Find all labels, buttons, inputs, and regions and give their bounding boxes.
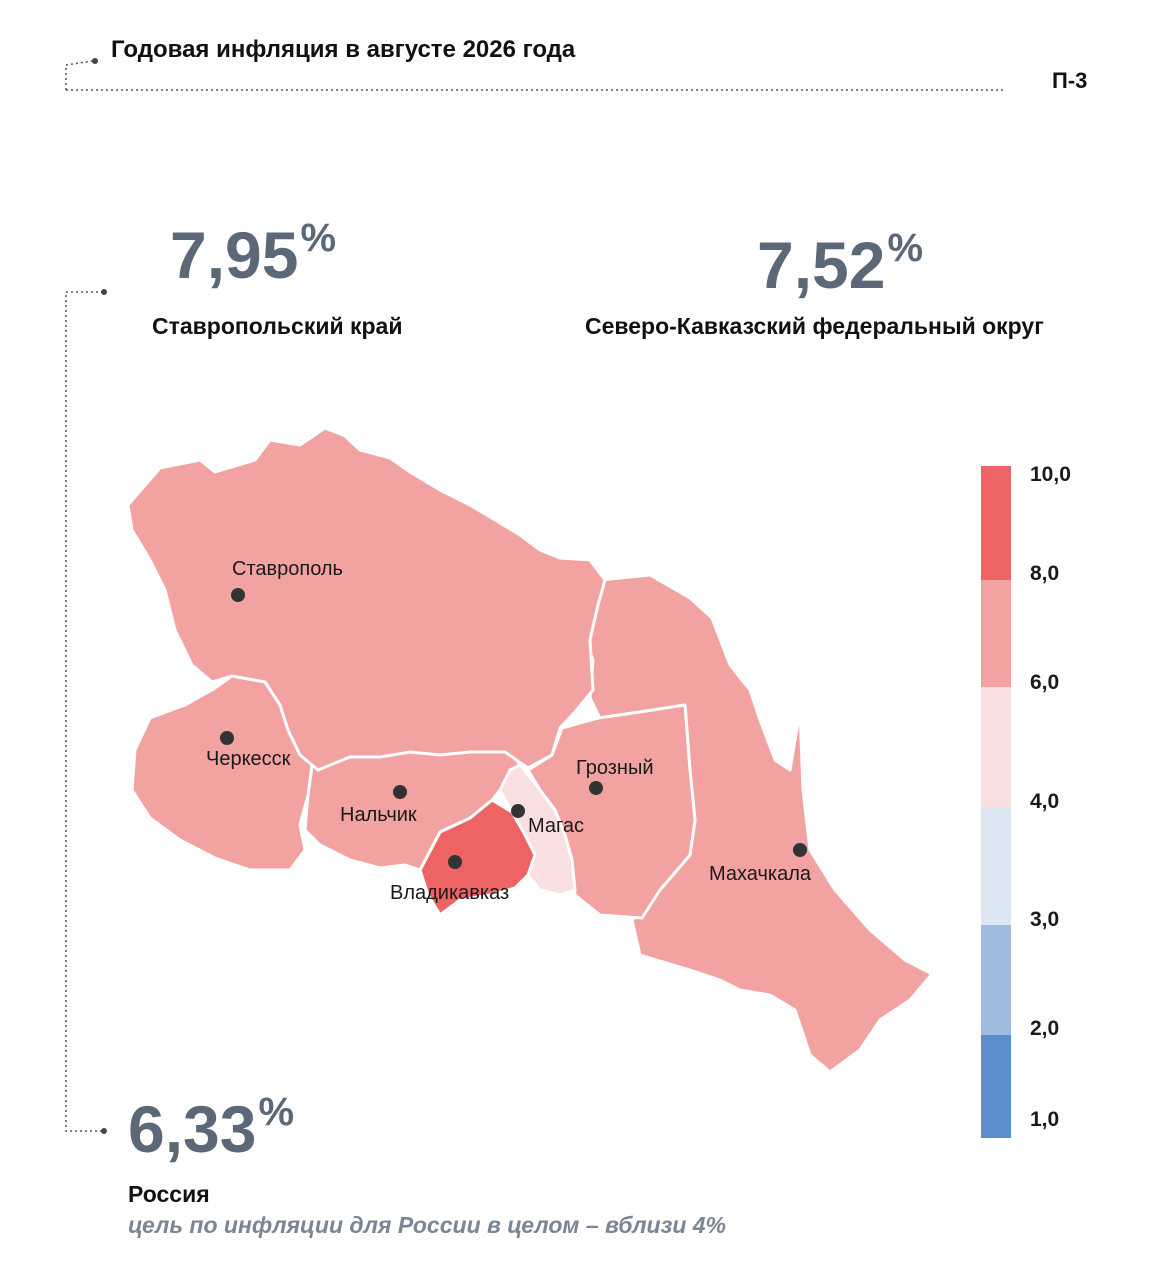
city-vladikavkaz: Владикавказ <box>390 855 509 904</box>
bracket-dot-top <box>101 289 107 295</box>
city-stavropol: Ставрополь <box>231 558 343 602</box>
city-marker-nalchik <box>393 785 407 799</box>
city-marker-vladikavkaz <box>448 855 462 869</box>
russia-label: Россия <box>128 1181 210 1207</box>
city-label-nalchik: Нальчик <box>340 804 417 826</box>
legend-tick-3: 3,0 <box>1030 908 1059 931</box>
legend-tick-6: 6,0 <box>1030 671 1059 694</box>
header-line-dot <box>92 58 98 64</box>
skfo-region-label: Северо-Кавказский федеральный округ <box>585 313 1044 339</box>
legend-tick-10: 10,0 <box>1030 463 1071 486</box>
legend-tick-2: 2,0 <box>1030 1017 1059 1040</box>
city-cherkessk: Черкесск <box>206 731 291 770</box>
stavropol-inflation-value: 7,95% <box>170 216 337 292</box>
bracket-dot-bottom <box>101 1128 107 1134</box>
city-label-vladikavkaz: Владикавказ <box>390 882 509 904</box>
legend-band-1-2 <box>981 1035 1011 1138</box>
stavropol-region-label: Ставропольский край <box>152 313 403 339</box>
header-dotted-line <box>65 60 1006 91</box>
legend-band-8-10 <box>981 466 1011 580</box>
page-code: П-3 <box>1052 68 1088 93</box>
legend-band-4-6 <box>981 687 1011 807</box>
city-magas: Магас <box>511 804 584 837</box>
city-nalchik: Нальчик <box>340 785 417 826</box>
city-marker-makhachkala <box>793 843 807 857</box>
side-dotted-bracket <box>65 291 103 1132</box>
city-label-makhachkala: Махачкала <box>709 863 812 885</box>
city-label-grozny: Грозный <box>576 757 654 779</box>
city-marker-magas <box>511 804 525 818</box>
city-label-magas: Магас <box>528 815 584 837</box>
city-label-cherkessk: Черкесск <box>206 748 291 770</box>
legend-tick-8: 8,0 <box>1030 562 1059 585</box>
city-marker-cherkessk <box>220 731 234 745</box>
city-makhachkala: Махачкала <box>709 843 812 885</box>
legend-tick-1: 1,0 <box>1030 1108 1059 1131</box>
city-marker-stavropol <box>231 588 245 602</box>
city-marker-grozny <box>589 781 603 795</box>
legend-band-2-3 <box>981 925 1011 1035</box>
legend-scale: 10,0 8,0 6,0 4,0 3,0 2,0 1,0 <box>981 463 1071 1138</box>
legend-band-6-8 <box>981 580 1011 687</box>
city-grozny: Грозный <box>576 757 654 795</box>
city-label-stavropol: Ставрополь <box>232 558 343 580</box>
skfo-inflation-value: 7,52% <box>757 226 924 302</box>
page-title: Годовая инфляция в августе 2026 года <box>111 36 576 63</box>
region-ingushetia <box>498 763 577 897</box>
region-stavropol-krai <box>126 426 607 772</box>
legend-tick-4: 4,0 <box>1030 790 1059 813</box>
inflation-target-note: цель по инфляции для России в целом – вб… <box>128 1212 727 1238</box>
russia-inflation-value: 6,33% <box>128 1090 295 1166</box>
legend-band-3-4 <box>981 807 1011 925</box>
